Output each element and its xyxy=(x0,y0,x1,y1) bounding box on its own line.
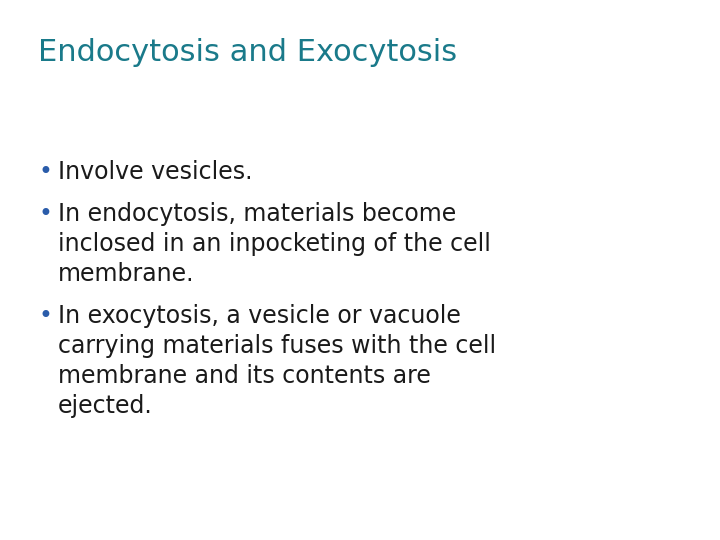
Text: membrane.: membrane. xyxy=(58,262,194,286)
Text: In exocytosis, a vesicle or vacuole: In exocytosis, a vesicle or vacuole xyxy=(58,304,461,328)
Text: •: • xyxy=(38,160,52,184)
Text: carrying materials fuses with the cell: carrying materials fuses with the cell xyxy=(58,334,496,358)
Text: •: • xyxy=(38,304,52,328)
Text: •: • xyxy=(38,202,52,226)
Text: Endocytosis and Exocytosis: Endocytosis and Exocytosis xyxy=(38,38,457,67)
Text: In endocytosis, materials become: In endocytosis, materials become xyxy=(58,202,456,226)
Text: membrane and its contents are: membrane and its contents are xyxy=(58,364,431,388)
Text: Involve vesicles.: Involve vesicles. xyxy=(58,160,253,184)
Text: inclosed in an inpocketing of the cell: inclosed in an inpocketing of the cell xyxy=(58,232,491,256)
Text: ejected.: ejected. xyxy=(58,394,153,418)
